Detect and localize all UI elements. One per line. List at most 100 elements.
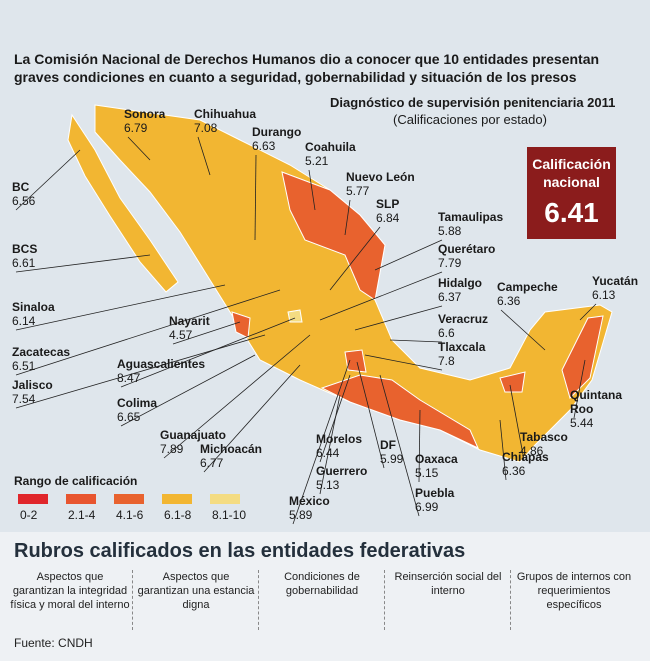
state-score: 7.54 bbox=[12, 392, 36, 406]
state-label: Nayarit 4.57 bbox=[169, 314, 210, 342]
state-name: Tabasco bbox=[520, 430, 568, 444]
state-label: Hidalgo 6.37 bbox=[438, 276, 482, 304]
state-label: Sinaloa 6.14 bbox=[12, 300, 55, 328]
state-name: Nayarit bbox=[169, 314, 210, 328]
leader-line bbox=[364, 354, 443, 371]
legend-swatch bbox=[162, 494, 192, 504]
state-label: Quintana Roo 5.44 bbox=[570, 388, 630, 430]
state-label: Jalisco 7.54 bbox=[12, 378, 53, 406]
leader-line bbox=[203, 364, 301, 473]
state-score: 4.57 bbox=[169, 328, 193, 342]
region-low bbox=[499, 371, 526, 393]
legend-swatch bbox=[210, 494, 240, 504]
state-score: 5.99 bbox=[380, 452, 404, 466]
state-name: Jalisco bbox=[12, 378, 53, 392]
leader-line bbox=[15, 334, 266, 409]
state-label: DF 5.99 bbox=[380, 438, 403, 466]
criterion: Aspectos que garantizan una estancia dig… bbox=[137, 571, 255, 611]
leader-line bbox=[499, 419, 507, 481]
state-score: 6.44 bbox=[316, 446, 340, 460]
state-label: Michoacán 6.77 bbox=[200, 442, 262, 470]
state-label: Veracruz 6.6 bbox=[438, 312, 488, 340]
leader-line bbox=[573, 359, 586, 419]
leader-line bbox=[15, 149, 81, 211]
state-label: Chiapas 6.36 bbox=[502, 450, 549, 478]
state-score: 5.77 bbox=[346, 184, 370, 198]
state-name: Tlaxcala bbox=[438, 340, 486, 354]
separator bbox=[384, 570, 385, 630]
subtitle: Diagnóstico de supervisión penitenciaria… bbox=[330, 95, 616, 110]
state-name: Zacatecas bbox=[12, 345, 71, 359]
state-name: Chihuahua bbox=[194, 107, 256, 121]
state-label: Guanajuato 7.89 bbox=[160, 428, 226, 456]
legend-swatch bbox=[114, 494, 144, 504]
leader-line bbox=[500, 309, 546, 351]
legend-label: 6.1-8 bbox=[164, 508, 192, 522]
state-score: 6.99 bbox=[415, 500, 439, 514]
state-score: 6.6 bbox=[438, 326, 455, 340]
legend-label: 0-2 bbox=[20, 508, 38, 522]
state-label: México 5.89 bbox=[289, 494, 330, 522]
region-low bbox=[231, 311, 251, 339]
state-score: 5.88 bbox=[438, 224, 462, 238]
leader-line bbox=[127, 136, 151, 161]
state-score: 5.13 bbox=[316, 478, 340, 492]
state-label: Tlaxcala 7.8 bbox=[438, 340, 485, 368]
separator bbox=[258, 570, 259, 630]
state-name: Oaxaca bbox=[415, 452, 458, 466]
legend-label: 2.1-4 bbox=[68, 508, 96, 522]
state-name: SLP bbox=[376, 197, 400, 211]
criterion: Condiciones de gobernabilidad bbox=[284, 571, 360, 597]
state-name: Chiapas bbox=[502, 450, 549, 464]
criteria-section: Rubros calificados en las entidades fede… bbox=[0, 532, 650, 661]
state-name: Guanajuato bbox=[160, 428, 227, 442]
leader-line bbox=[15, 289, 281, 376]
state-score: 5.44 bbox=[570, 416, 594, 430]
national-value: 6.41 bbox=[544, 197, 599, 228]
state-score: 6.63 bbox=[252, 139, 276, 153]
state-name: Michoacán bbox=[200, 442, 263, 456]
leader-line bbox=[509, 384, 525, 461]
leader-line bbox=[120, 317, 296, 388]
national-label: Calificación nacional bbox=[532, 156, 611, 190]
state-name: Aguascalientes bbox=[117, 357, 206, 371]
region-low bbox=[281, 171, 386, 301]
note: (Calificaciones por estado) bbox=[393, 112, 547, 127]
leader-line bbox=[15, 284, 226, 331]
state-name: BCS bbox=[12, 242, 38, 256]
state-name: Yucatán bbox=[592, 274, 639, 288]
legend-swatch bbox=[66, 494, 96, 504]
state-name: DF bbox=[380, 438, 396, 452]
state-name: Quintana Roo bbox=[570, 388, 623, 416]
state-label: Durango 6.63 bbox=[252, 125, 301, 153]
leader-line bbox=[163, 334, 311, 459]
leader-line bbox=[344, 199, 351, 236]
state-score: 4.86 bbox=[520, 444, 544, 458]
state-label: BCS 6.61 bbox=[12, 242, 37, 270]
leader-line bbox=[172, 321, 241, 345]
title: La Comisión Nacional de Derechos Humanos… bbox=[14, 51, 600, 85]
state-label: Puebla 6.99 bbox=[415, 486, 454, 514]
state-score: 5.15 bbox=[415, 466, 439, 480]
state-score: 7.89 bbox=[160, 442, 184, 456]
state-score: 6.61 bbox=[12, 256, 36, 270]
state-score: 8.47 bbox=[117, 371, 141, 385]
state-score: 6.77 bbox=[200, 456, 224, 470]
peninsula bbox=[67, 113, 179, 293]
leader-line bbox=[389, 339, 443, 343]
state-score: 6.84 bbox=[376, 211, 400, 225]
state-score: 6.14 bbox=[12, 314, 36, 328]
state-label: SLP 6.84 bbox=[376, 197, 399, 225]
state-name: México bbox=[289, 494, 330, 508]
state-label: Yucatán 6.13 bbox=[592, 274, 638, 302]
state-name: Querétaro bbox=[438, 242, 496, 256]
leader-line bbox=[254, 154, 257, 241]
state-name: Tamaulipas bbox=[438, 210, 504, 224]
leader-line bbox=[308, 169, 316, 211]
criterion: Reinserción social del interno bbox=[394, 571, 502, 597]
state-label: Sonora 6.79 bbox=[124, 107, 165, 135]
leader-line bbox=[197, 136, 211, 176]
state-score: 6.36 bbox=[497, 294, 521, 308]
leader-lines bbox=[15, 136, 597, 525]
leader-line bbox=[354, 305, 443, 331]
